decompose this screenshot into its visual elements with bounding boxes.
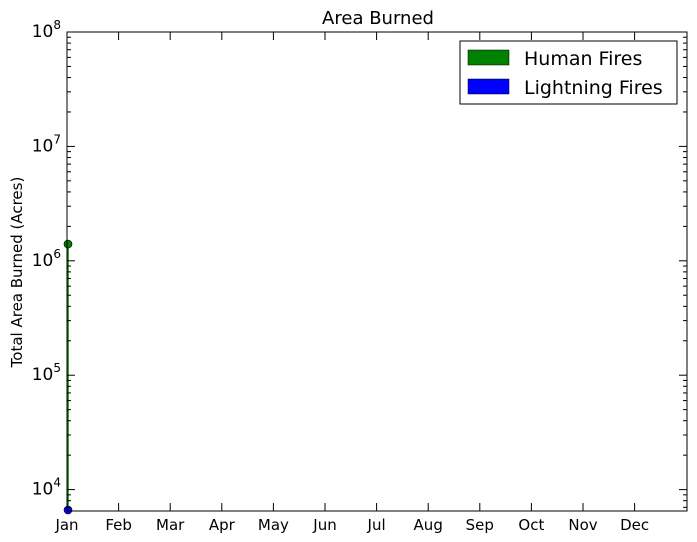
y-tick-label-exponent: 4 (53, 476, 61, 490)
y-tick-label-base: 10 (32, 365, 54, 385)
x-tick-label: Jun (312, 516, 336, 534)
y-tick-label-base: 10 (32, 251, 54, 271)
x-tick-label: Oct (518, 516, 544, 534)
series-point-0-0 (63, 239, 73, 249)
plot-area (63, 31, 688, 515)
legend: Human Fires Lightning Fires (459, 40, 678, 105)
y-tick-label-base: 10 (32, 136, 54, 156)
series-layer (63, 239, 73, 515)
y-tick-label-exponent: 6 (53, 247, 61, 261)
series-point-1-0 (63, 505, 73, 515)
y-tick-label: 108 (32, 18, 61, 42)
legend-swatch-human-fires (467, 49, 510, 66)
legend-label-lightning-fires: Lightning Fires (524, 77, 663, 99)
y-tick-label-exponent: 7 (53, 132, 61, 146)
x-tick-label: Dec (620, 516, 649, 534)
x-tick-label: Feb (105, 516, 132, 534)
y-tick-label-exponent: 8 (53, 18, 61, 32)
x-tick-label: Apr (209, 516, 236, 534)
x-tick-label: Aug (414, 516, 443, 534)
y-tick-label-exponent: 5 (53, 361, 61, 375)
x-tick-label: May (258, 516, 289, 534)
y-tick-label: 105 (32, 361, 61, 385)
x-tick-labels: Jan Feb Mar Apr May Jun Jul Aug Sep Oct Nov Dec (54, 516, 649, 534)
plot-frame (66, 31, 688, 512)
legend-swatch-lightning-fires (467, 78, 510, 95)
legend-label-human-fires: Human Fires (524, 48, 642, 70)
legend-entry-lightning-fires: Lightning Fires (467, 77, 663, 99)
chart-title: Area Burned (322, 8, 434, 29)
y-tick-label: 106 (32, 247, 61, 271)
y-tick-label: 104 (32, 476, 61, 500)
y-tick-label: 107 (32, 132, 61, 156)
y-tick-label-base: 10 (32, 480, 54, 500)
legend-entry-human-fires: Human Fires (467, 48, 642, 70)
x-tick-label: Mar (156, 516, 185, 534)
x-tick-label: Nov (568, 516, 597, 534)
x-tick-label: Jan (54, 516, 78, 534)
x-tick-label: Sep (466, 516, 494, 534)
tick-layer (66, 31, 687, 511)
y-tick-label-base: 10 (32, 22, 54, 42)
y-axis-label: Total Area Burned (Acres) (8, 177, 26, 369)
x-tick-label: Jul (367, 516, 386, 534)
